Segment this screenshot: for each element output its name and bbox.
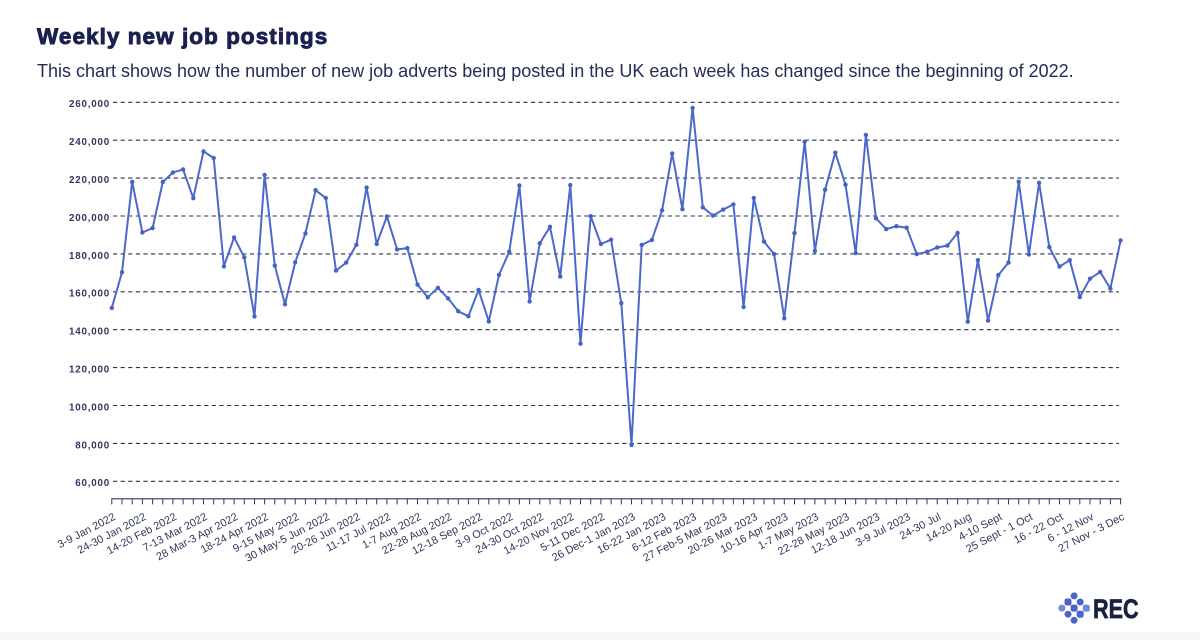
svg-text:80,000: 80,000 [75, 440, 110, 451]
svg-text:160,000: 160,000 [69, 289, 110, 300]
svg-text:140,000: 140,000 [69, 327, 110, 338]
svg-text:240,000: 240,000 [69, 137, 110, 148]
svg-text:60,000: 60,000 [75, 478, 110, 489]
svg-text:220,000: 220,000 [69, 175, 110, 186]
svg-text:120,000: 120,000 [69, 365, 110, 376]
svg-text:100,000: 100,000 [69, 402, 110, 413]
svg-text:260,000: 260,000 [69, 99, 110, 110]
svg-text:200,000: 200,000 [69, 213, 110, 224]
svg-text:180,000: 180,000 [69, 251, 110, 262]
